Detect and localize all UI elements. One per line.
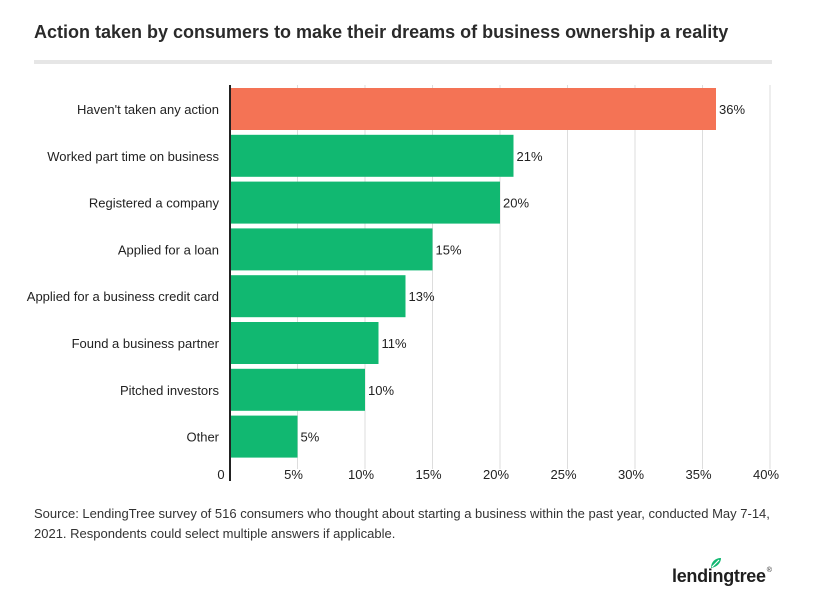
value-label-6: 10%: [368, 383, 394, 398]
bars: [230, 88, 716, 458]
x-tick-label-0: 0: [217, 467, 224, 482]
bar-2: [230, 181, 500, 224]
category-label-7: Other: [186, 430, 219, 445]
bar-1: [230, 134, 514, 177]
value-label-4: 13%: [409, 289, 435, 304]
category-labels: Haven't taken any action Worked part time…: [27, 102, 220, 445]
chart-title: Action taken by consumers to make their …: [34, 22, 729, 42]
registered-mark: ®: [766, 567, 772, 574]
value-label-3: 15%: [436, 242, 462, 257]
value-label-5: 11%: [382, 336, 407, 351]
x-tick-label-20: 20%: [483, 467, 509, 482]
logo-text: lendingtree: [672, 566, 766, 586]
bar-chart: Haven't taken any action Worked part time…: [27, 85, 779, 482]
value-label-1: 21%: [517, 149, 543, 164]
category-label-0: Haven't taken any action: [77, 102, 219, 117]
category-label-3: Applied for a loan: [118, 242, 219, 257]
logo-wordmark: lendingtree®: [672, 566, 772, 587]
leaf-icon: [711, 558, 721, 568]
x-axis-ticks: 0 5% 10% 15% 20% 25% 30% 35% 40%: [217, 467, 779, 482]
x-tick-label-5: 5%: [284, 467, 303, 482]
category-label-5: Found a business partner: [72, 336, 220, 351]
value-labels: 36% 21% 20% 15% 13% 11% 10% 5%: [301, 102, 746, 445]
category-label-2: Registered a company: [89, 196, 220, 211]
x-tick-label-30: 30%: [618, 467, 644, 482]
source-note: Source: LendingTree survey of 516 consum…: [34, 506, 770, 541]
x-tick-label-25: 25%: [550, 467, 576, 482]
category-label-1: Worked part time on business: [47, 149, 219, 164]
bar-7: [230, 415, 298, 458]
bar-3: [230, 228, 433, 271]
x-tick-label-15: 15%: [415, 467, 441, 482]
category-label-6: Pitched investors: [120, 383, 219, 398]
bar-4: [230, 275, 406, 318]
value-label-0: 36%: [719, 102, 745, 117]
bar-6: [230, 368, 365, 411]
category-label-4: Applied for a business credit card: [27, 289, 219, 304]
x-tick-label-40: 40%: [753, 467, 779, 482]
lendingtree-logo: lendingtree®: [672, 556, 782, 590]
x-tick-label-10: 10%: [348, 467, 374, 482]
bar-5: [230, 322, 379, 364]
bar-0: [230, 88, 716, 130]
value-label-2: 20%: [503, 196, 529, 211]
title-divider: [34, 60, 772, 64]
value-label-7: 5%: [301, 430, 320, 445]
x-tick-label-35: 35%: [685, 467, 711, 482]
